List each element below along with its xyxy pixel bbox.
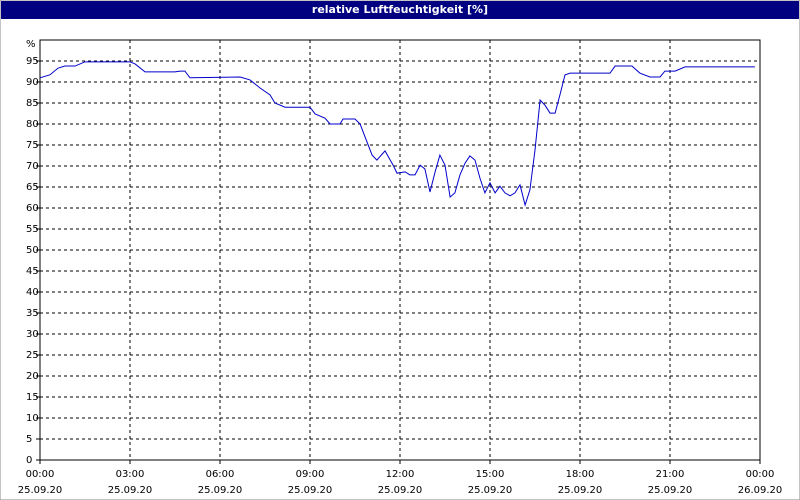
x-tick-label: 03:00 [116, 469, 145, 480]
x-tick-label: 12:00 [386, 469, 415, 480]
y-axis-label: % [26, 39, 36, 50]
x-tick-label: 09:00 [296, 469, 325, 480]
x-tick-label: 06:00 [206, 469, 235, 480]
y-tick-label: 10 [26, 413, 39, 424]
y-tick-label: 50 [26, 245, 39, 256]
y-tick-label: 55 [26, 224, 39, 235]
y-tick-label: 90 [26, 77, 39, 88]
y-tick-label: 80 [26, 119, 39, 130]
x-tick-label: 15:00 [476, 469, 505, 480]
chart-title: relative Luftfeuchtigkeit [%] [312, 3, 488, 16]
x-tick-date: 25.09.20 [108, 485, 153, 496]
line [39, 61, 755, 207]
x-tick-label: 00:00 [746, 469, 775, 480]
y-tick-label: 20 [26, 371, 39, 382]
y-tick-label: 15 [26, 392, 39, 403]
y-tick-label: 0 [26, 455, 32, 466]
y-tick-label: 35 [26, 308, 39, 319]
x-tick-label: 18:00 [566, 469, 595, 480]
y-tick-label: 65 [26, 182, 39, 193]
y-tick-label: 70 [26, 161, 39, 172]
x-tick-label: 00:00 [26, 469, 55, 480]
y-tick-label: 40 [26, 287, 39, 298]
y-tick-label: 25 [26, 350, 39, 361]
plot-frame [39, 39, 761, 461]
y-tick-label: 45 [26, 266, 39, 277]
y-tick-label: 30 [26, 329, 39, 340]
x-tick-date: 25.09.20 [468, 485, 513, 496]
x-tick-date: 25.09.20 [648, 485, 693, 496]
x-tick-date: 25.09.20 [18, 485, 63, 496]
y-tick-label: 75 [26, 140, 39, 151]
y-tick-label: 60 [26, 203, 39, 214]
y-tick-label: 5 [26, 434, 32, 445]
x-tick-date: 26.09.20 [738, 485, 783, 496]
x-tick-date: 25.09.20 [378, 485, 423, 496]
x-tick-date: 25.09.20 [288, 485, 333, 496]
title-bar [1, 1, 799, 19]
x-tick-date: 25.09.20 [198, 485, 243, 496]
y-tick-label: 85 [26, 98, 39, 109]
x-tick-label: 21:00 [656, 469, 685, 480]
x-tick-date: 25.09.20 [558, 485, 603, 496]
y-tick-label: 95 [26, 56, 39, 67]
